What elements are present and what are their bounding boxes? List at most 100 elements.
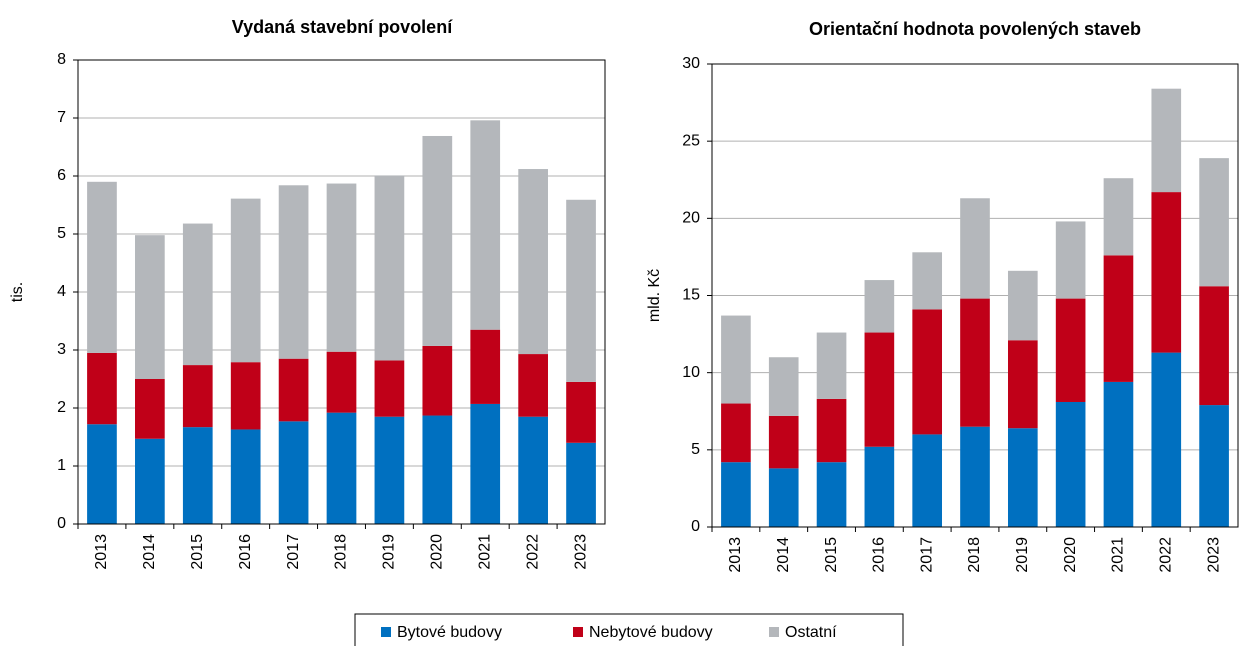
bar-segment [182, 365, 213, 428]
y-tick-label: 20 [682, 210, 700, 227]
y-tick-label: 10 [682, 364, 700, 381]
bar-segment [470, 329, 501, 404]
bar-segment [721, 462, 751, 527]
bar-segment [566, 381, 596, 443]
bar-segment [1007, 270, 1038, 341]
x-tick-label: 2018 [966, 537, 983, 573]
bar-segment [422, 135, 453, 346]
legend-label: Nebytové budovy [589, 624, 713, 641]
bar-segment [960, 298, 990, 427]
x-tick-label: 2013 [727, 537, 744, 573]
y-tick-label: 5 [57, 225, 66, 242]
bar-segment [1199, 158, 1229, 287]
x-tick-label: 2022 [524, 534, 541, 570]
bar-segment [374, 175, 405, 361]
x-tick-label: 2023 [572, 534, 589, 570]
y-tick-label: 6 [57, 167, 66, 184]
bar-segment [326, 183, 357, 352]
bar-segment [518, 354, 548, 417]
bar-segment [422, 415, 453, 524]
bar-segment [960, 426, 990, 527]
bar-segment [912, 309, 943, 435]
bar-segment [768, 468, 799, 527]
plot-frame [77, 59, 606, 525]
legend-label: Ostatní [785, 624, 837, 641]
y-tick-label: 15 [682, 287, 700, 304]
x-tick-label: 2013 [93, 534, 110, 570]
bar-segment [1103, 178, 1134, 256]
x-tick-label: 2017 [918, 537, 935, 573]
chart-title: Vydaná stavební povolení [232, 17, 453, 37]
x-tick-label: 2021 [476, 534, 493, 570]
legend-swatch [769, 627, 779, 637]
bar-segment [374, 416, 405, 524]
bar-segment [1199, 286, 1229, 406]
bar-segment [278, 358, 309, 422]
chart-title: Orientační hodnota povolených staveb [809, 19, 1141, 39]
bar-segment [374, 360, 405, 417]
y-tick-label: 4 [57, 283, 66, 300]
bar-segment [864, 280, 895, 333]
y-tick-label: 30 [682, 55, 700, 72]
bar-segment [326, 351, 357, 413]
y-tick-label: 5 [691, 441, 700, 458]
y-tick-label: 0 [57, 515, 66, 532]
plot-frame [711, 63, 1239, 528]
bar-segment [1055, 221, 1086, 299]
bar-segment [721, 315, 751, 404]
bar-segment [518, 169, 548, 355]
x-tick-label: 2017 [285, 534, 302, 570]
bar-segment [135, 379, 165, 439]
bar-segment [1151, 88, 1182, 193]
bar-segment [470, 120, 501, 330]
x-tick-label: 2019 [1014, 537, 1031, 573]
x-tick-label: 2023 [1205, 537, 1222, 573]
x-tick-label: 2016 [237, 534, 254, 570]
legend-box [354, 613, 904, 651]
bar-segment [230, 362, 261, 430]
y-tick-label: 0 [691, 518, 700, 535]
bar-segment [1151, 192, 1182, 353]
y-tick-label: 8 [57, 51, 66, 68]
bar-segment [1055, 298, 1086, 402]
legend-swatch [381, 627, 391, 637]
bar-segment [864, 332, 895, 447]
bar-segment [912, 252, 943, 310]
x-tick-label: 2014 [775, 537, 792, 573]
bar-segment [87, 424, 117, 524]
bar-segment [278, 421, 309, 524]
y-axis-label: tis. [9, 282, 26, 302]
bar-segment [278, 185, 309, 359]
x-tick-label: 2020 [1062, 537, 1079, 573]
bar-segment [422, 345, 453, 416]
bar-segment [1199, 405, 1229, 527]
bar-segment [566, 199, 596, 382]
bar-segment [182, 427, 213, 524]
bar-segment [182, 223, 213, 366]
x-tick-label: 2015 [189, 534, 206, 570]
bar-segment [135, 235, 165, 379]
bar-segment [816, 398, 847, 463]
x-tick-label: 2022 [1157, 537, 1174, 573]
bar-segment [230, 429, 261, 524]
x-tick-label: 2020 [429, 534, 446, 570]
bar-segment [960, 198, 990, 299]
bar-segment [1103, 381, 1134, 527]
bar-segment [230, 198, 261, 363]
y-tick-label: 3 [57, 341, 66, 358]
bar-segment [135, 438, 165, 524]
bar-segment [87, 181, 117, 353]
x-tick-label: 2015 [823, 537, 840, 573]
bar-segment [1007, 428, 1038, 527]
bar-segment [768, 357, 799, 416]
bar-segment [470, 403, 501, 524]
bar-segment [816, 462, 847, 527]
bar-segment [1007, 340, 1038, 429]
x-tick-label: 2016 [871, 537, 888, 573]
y-axis-label: mld. Kč [646, 269, 663, 322]
bar-segment [518, 416, 548, 524]
x-tick-label: 2014 [141, 534, 158, 570]
y-tick-label: 1 [57, 457, 66, 474]
bar-segment [768, 415, 799, 469]
